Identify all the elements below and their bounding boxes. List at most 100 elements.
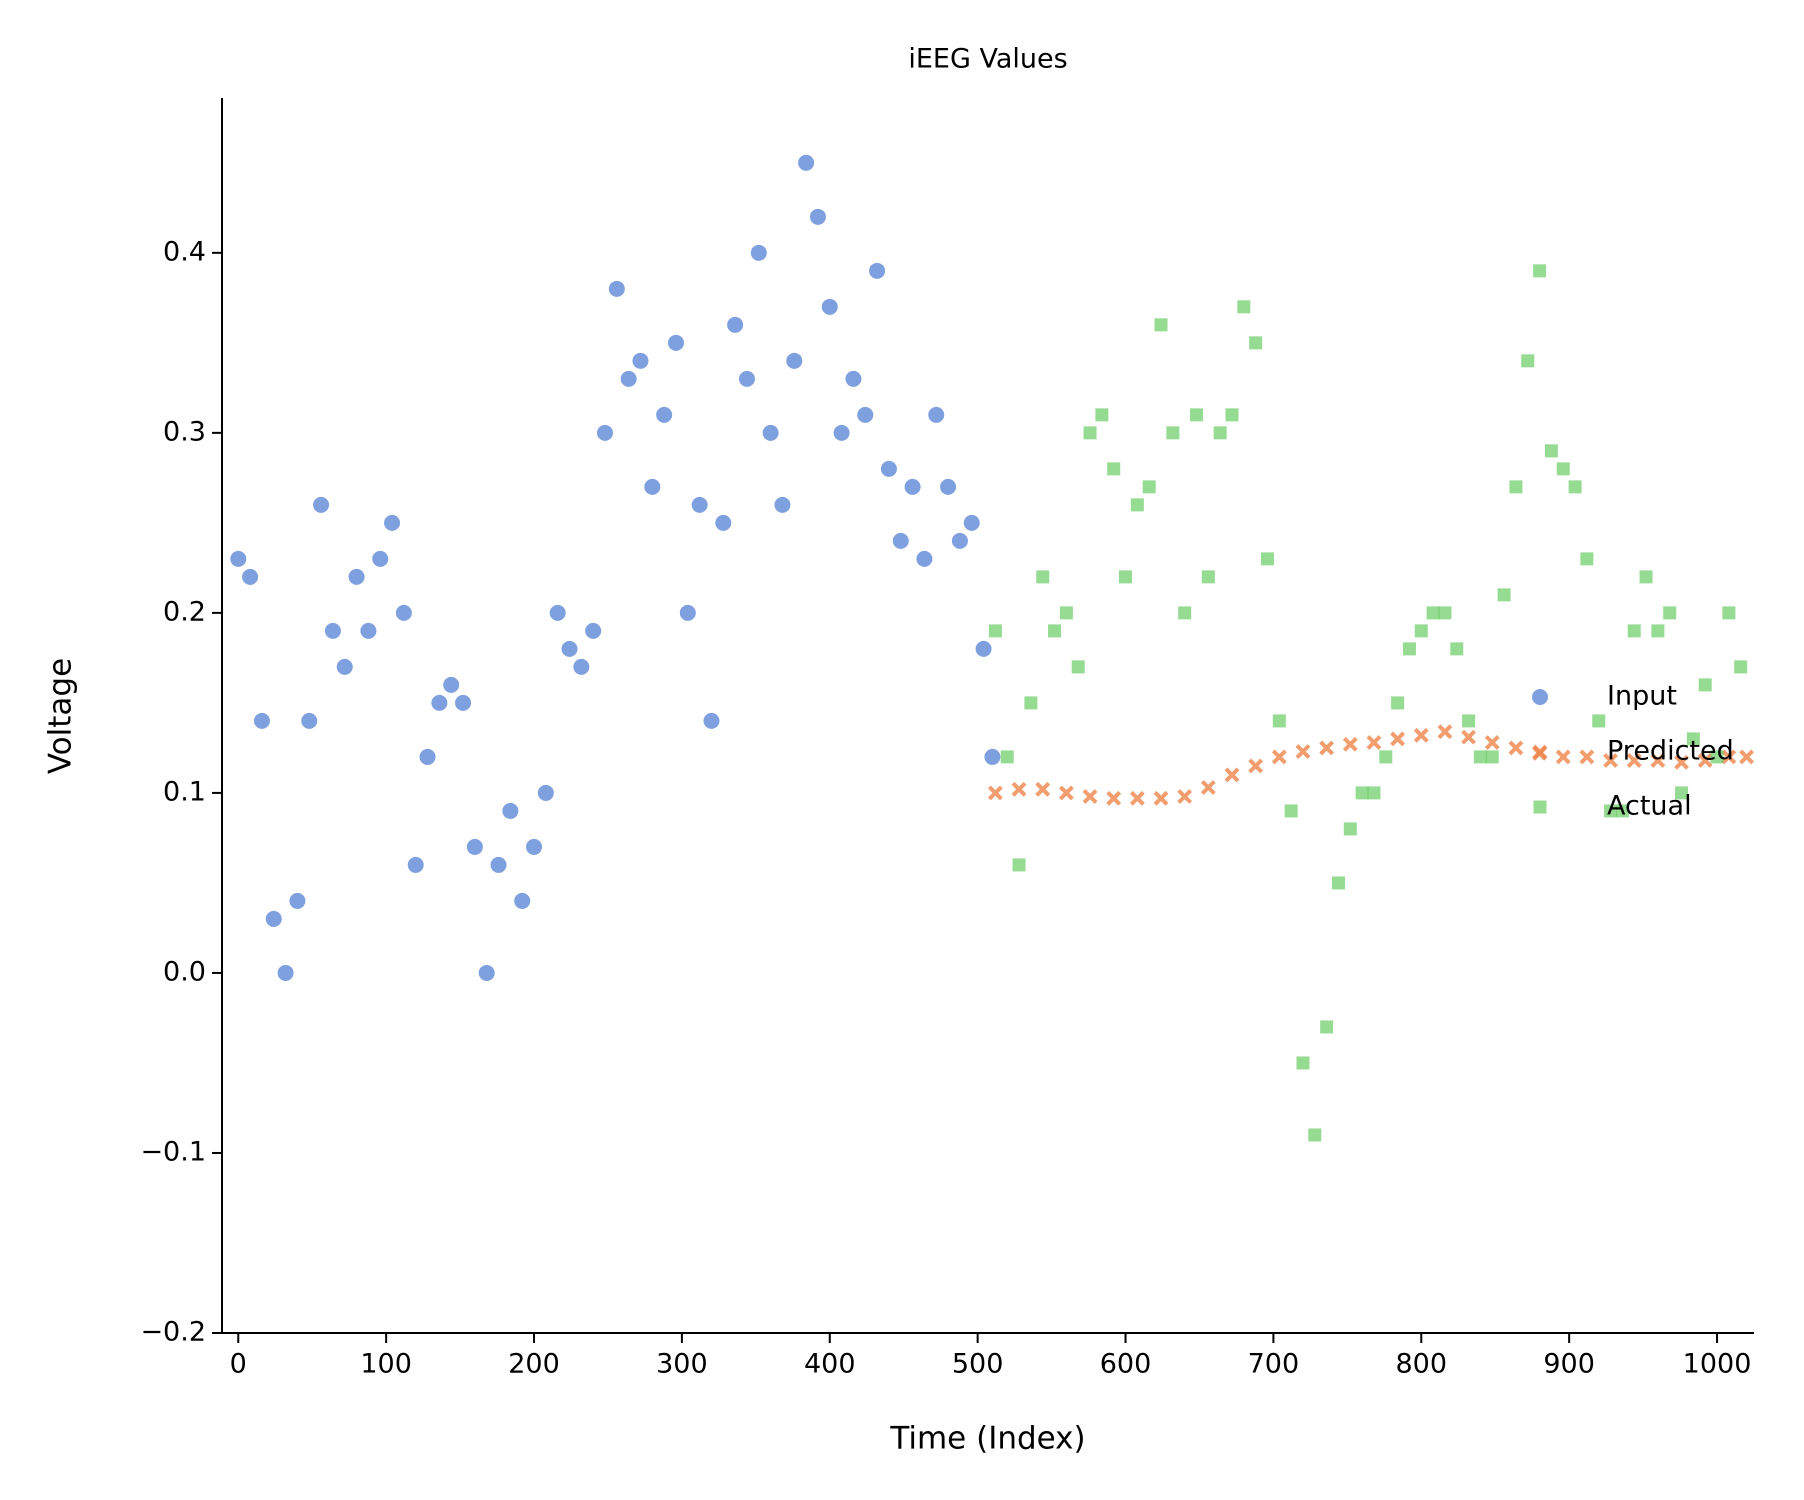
data-point [1521,354,1535,368]
data-point [1319,740,1335,756]
data-point [1485,750,1499,764]
data-point [1473,750,1487,764]
data-point [1000,750,1014,764]
data-point [667,334,684,351]
data-point [809,208,826,225]
legend-label: Input [1607,681,1677,712]
data-point [1011,781,1027,797]
x-tick-label: 1000 [1683,1349,1752,1380]
data-point [845,370,862,387]
x-tick-label: 600 [1100,1349,1152,1380]
data-point [573,658,590,675]
data-point [360,622,377,639]
data-point [738,370,755,387]
data-point [1626,753,1642,768]
data-point [1592,714,1606,728]
data-point [1271,749,1287,765]
data-point [798,154,815,171]
data-point [1129,790,1145,806]
data-point [1508,740,1524,756]
data-point [1130,498,1144,512]
x-tick-label: 300 [656,1349,708,1380]
y-tick-label: −0.1 [140,1136,206,1167]
data-point [679,604,696,621]
legend-marker [1532,689,1548,705]
data-point [1674,754,1689,770]
data-point [928,406,945,423]
data-point [1722,606,1736,620]
data-point [1675,786,1689,800]
data-point [1497,588,1511,602]
data-point [1413,727,1429,743]
data-point [975,640,992,657]
data-point [1071,660,1085,674]
data-point [1225,408,1239,422]
data-point [1663,606,1677,620]
data-point [1048,624,1062,638]
data-point [537,784,554,801]
data-point [313,496,330,513]
data-point [1213,426,1227,440]
data-point [987,785,1003,801]
x-tick-label: 100 [360,1349,412,1380]
data-point [904,478,921,495]
data-point [277,964,294,981]
data-point [644,478,661,495]
data-point [1366,735,1382,750]
data-point [514,892,531,909]
data-point [1035,781,1051,797]
data-point [1739,749,1755,765]
data-point [1153,790,1169,806]
data-point [419,748,436,765]
data-point [1295,744,1311,759]
data-point [1438,606,1452,620]
data-point [1650,753,1666,768]
data-point [1342,736,1358,752]
data-point [1461,729,1477,745]
data-point [324,622,341,639]
data-point [1367,786,1381,800]
data-point [585,622,602,639]
data-point [1178,606,1192,620]
data-point [1450,642,1464,656]
data-point [1604,804,1618,818]
data-point [301,712,318,729]
data-point [1686,732,1700,746]
data-point [1544,444,1558,458]
data-point [1296,1056,1310,1070]
data-point [940,478,957,495]
data-point [597,424,613,441]
data-point [774,496,791,513]
data-point [1580,552,1594,566]
data-point [1710,750,1724,764]
data-point [1555,749,1571,765]
data-point [242,568,259,585]
y-axis-label: Voltage [43,658,79,774]
data-point [869,262,886,279]
data-point [490,856,507,873]
data-point [1308,1128,1322,1142]
y-tick-label: 0.4 [163,236,206,267]
chart-title: iEEG Values [908,44,1067,75]
data-point [608,280,625,297]
data-point [1320,1020,1334,1034]
data-point [1437,724,1453,740]
data-point [632,352,649,369]
data-point [1627,624,1641,638]
data-point [1426,606,1440,620]
data-point [786,352,803,369]
data-point [478,964,495,981]
data-point [561,640,578,657]
x-tick-label: 0 [230,1349,247,1380]
x-tick-label: 900 [1543,1349,1595,1380]
data-point [384,514,401,531]
data-point [1284,804,1298,818]
data-point [502,802,519,819]
data-point [1190,408,1204,422]
y-tick-label: 0.0 [163,956,206,987]
data-point [395,604,412,621]
data-point [715,514,732,531]
x-axis-label: Time (Index) [889,1421,1085,1457]
data-point [1721,749,1737,765]
x-tick-label: 400 [804,1349,856,1380]
